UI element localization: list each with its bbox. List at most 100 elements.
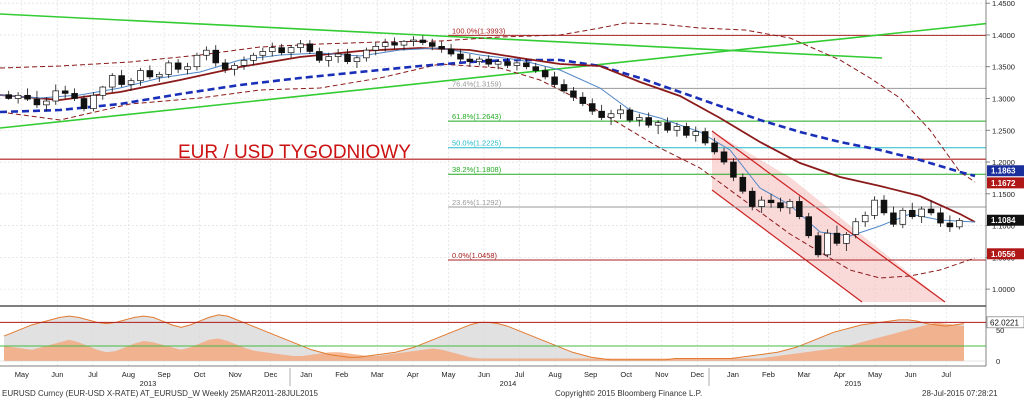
candle-body (80, 98, 88, 110)
candle-body (645, 117, 652, 126)
price-tag-box (987, 214, 1024, 226)
price-tag-box (987, 177, 1024, 189)
candle-body (579, 96, 587, 104)
candle-body (344, 53, 351, 62)
candle-body (334, 53, 342, 57)
candle-body (24, 94, 31, 100)
fib-level-label: 61.8%(1.2643) (452, 112, 502, 121)
x-axis-month-label: Aug (122, 370, 135, 379)
x-axis-month-label: Jan (300, 370, 312, 379)
x-axis-month-label: Sep (584, 370, 597, 379)
y-axis-tick-label: 1.2000 (992, 158, 1015, 167)
candle-body (381, 42, 389, 47)
candle-body (701, 131, 709, 144)
candle-body (777, 202, 784, 209)
candle-body (927, 208, 935, 214)
candle-body (156, 73, 163, 78)
candle-body (410, 39, 417, 42)
x-axis-month-label: Oct (194, 370, 207, 379)
y-axis-tick-label: 1.3500 (992, 63, 1015, 72)
candle-body (466, 58, 474, 62)
candle-body (861, 215, 869, 223)
candle-body (598, 110, 605, 118)
candle-body (570, 90, 577, 98)
x-axis-month-label: Dec (691, 370, 705, 379)
candle-body (372, 46, 380, 51)
price-tag-label: 1.0556 (991, 250, 1016, 259)
y-axis-tick-label: 1.1000 (992, 222, 1015, 231)
price-tag-label: 1.1672 (991, 179, 1016, 188)
candle-body (61, 90, 69, 94)
candle-body (560, 84, 568, 92)
candle-body (428, 42, 436, 47)
x-axis-month-label: Dec (264, 370, 278, 379)
candle-body (419, 39, 427, 43)
candle-body (146, 70, 154, 78)
candle-body (52, 90, 60, 102)
oscillator-tick-label: 0 (996, 357, 1000, 366)
candle-body (871, 199, 878, 216)
candle-body (673, 126, 681, 131)
candle-body (748, 190, 756, 207)
candle-body (711, 142, 718, 153)
x-axis-year-label: 2013 (140, 379, 157, 388)
x-axis-month-label: Oct (620, 370, 633, 379)
candle-body (626, 109, 634, 121)
fib-level-label: 50.0%(1.2225) (452, 139, 502, 148)
x-axis-month-label: Feb (335, 370, 348, 379)
fib-level-label: 76.4%(1.3159) (452, 79, 502, 88)
candle-body (880, 199, 888, 214)
x-axis-month-label: May (868, 370, 882, 379)
x-axis-month-label: May (15, 370, 29, 379)
footer-copyright: Copyright© 2015 Bloomberg Finance L.P. (555, 389, 703, 398)
oscillator-tick-label: 50 (996, 326, 1004, 335)
x-axis-month-label: Jun (905, 370, 917, 379)
candle-body (692, 131, 700, 136)
candle-body (617, 109, 624, 115)
candle-body (99, 86, 107, 96)
candle-body (504, 61, 511, 66)
x-axis-month-label: Apr (407, 370, 419, 379)
candle-body (363, 49, 370, 59)
candle-body (890, 212, 897, 225)
x-axis-month-label: Mar (798, 370, 811, 379)
lower-envelope (0, 63, 976, 279)
candle-body (259, 51, 267, 56)
candle-body (137, 70, 144, 82)
x-axis-month-label: Nov (228, 370, 242, 379)
candle-body (814, 235, 822, 256)
candle-body (400, 40, 408, 46)
x-axis-month-label: Apr (834, 370, 846, 379)
footer-instrument: EURUSD Curncy (EUR-USD X-RATE) AT_EURUSD… (2, 389, 318, 398)
candle-body (306, 43, 314, 52)
footer-timestamp: 28-Jul-2015 07:28:21 (922, 389, 998, 398)
candle-body (174, 62, 182, 70)
oscillator-tag-box (986, 316, 1024, 329)
x-axis-month-label: Jul (88, 370, 98, 379)
candle-body (203, 49, 210, 56)
candle-body (551, 76, 558, 85)
footer: EURUSD Curncy (EUR-USD X-RATE) AT_EURUSD… (0, 388, 1024, 401)
candle-body (843, 234, 850, 244)
candle-body (654, 122, 662, 126)
y-axis-tick-label: 1.4000 (992, 31, 1015, 40)
candle-body (758, 199, 765, 207)
fib-level-label: 0.0%(1.0458) (452, 251, 498, 260)
price-tag-box (987, 165, 1024, 177)
candle-body (165, 62, 172, 75)
candle-body (824, 232, 831, 256)
candle-body (720, 151, 728, 163)
candle-body (193, 54, 201, 68)
candle-body (683, 126, 690, 136)
price-chart: 100.0%(1.3993) 76.4%(1.3159) 61.8%(1.2643)… (0, 0, 1024, 388)
candle-body (71, 93, 78, 99)
candle-body (588, 103, 596, 112)
candle-body (918, 208, 925, 218)
candle-body (43, 100, 50, 106)
candle-body (805, 216, 812, 237)
moving-average-slow (0, 47, 976, 223)
candle-body (937, 212, 944, 224)
candle-body (325, 56, 332, 61)
candle-body (513, 62, 521, 66)
fib-level-label: 38.2%(1.1808) (452, 165, 502, 174)
